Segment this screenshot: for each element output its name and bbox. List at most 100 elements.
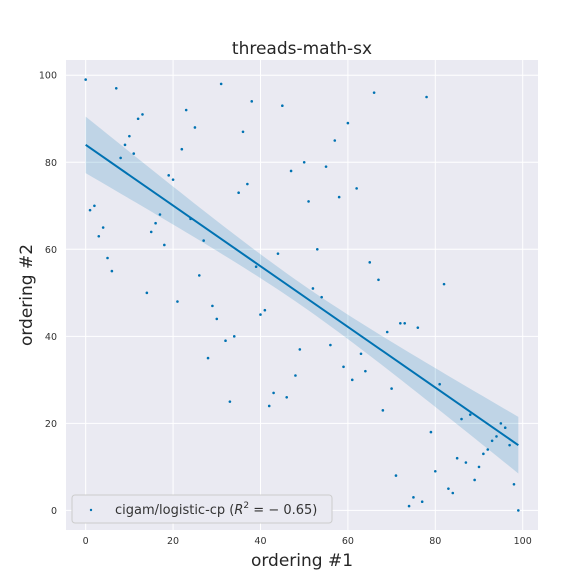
data-point — [447, 487, 450, 490]
x-axis-label: ordering #1 — [251, 551, 353, 571]
data-point — [499, 422, 503, 425]
data-point — [237, 191, 240, 195]
data-point — [128, 134, 131, 138]
data-point — [377, 278, 380, 282]
data-point — [154, 221, 157, 225]
data-point — [403, 321, 407, 325]
y-tick-label: 20 — [45, 419, 57, 430]
data-point — [119, 156, 122, 160]
data-point — [101, 226, 105, 229]
x-tick-labels: 0 20 40 60 80 100 — [83, 536, 532, 547]
data-point — [425, 95, 428, 99]
data-point — [429, 430, 433, 434]
data-point — [241, 130, 245, 134]
data-point — [232, 335, 236, 338]
y-tick-label: 60 — [45, 245, 57, 256]
x-tick-label: 60 — [342, 536, 354, 547]
data-point — [197, 274, 201, 277]
data-point — [276, 252, 280, 255]
data-point — [320, 295, 323, 299]
data-point — [346, 121, 350, 125]
data-point — [486, 448, 490, 451]
data-point — [136, 117, 140, 121]
data-point — [464, 461, 468, 464]
data-point — [355, 187, 358, 190]
data-point — [254, 265, 258, 269]
data-point — [473, 478, 476, 482]
data-point — [468, 413, 472, 416]
data-point — [495, 435, 498, 438]
y-tick-label: 40 — [45, 332, 57, 343]
data-point — [110, 269, 114, 273]
data-point — [211, 304, 214, 308]
x-tick-label: 40 — [254, 536, 266, 547]
data-point — [420, 500, 424, 504]
data-point — [342, 365, 345, 369]
data-point — [517, 509, 520, 512]
data-point — [455, 456, 459, 460]
data-point — [359, 352, 363, 356]
y-tick-label: 0 — [51, 506, 57, 517]
data-point — [149, 230, 153, 234]
data-point — [145, 291, 149, 295]
data-point — [503, 426, 507, 430]
data-point — [263, 308, 267, 312]
data-point — [272, 391, 275, 395]
data-point — [259, 313, 262, 316]
data-point — [158, 213, 162, 216]
data-point — [228, 400, 232, 403]
legend-box — [71, 494, 333, 524]
data-point — [364, 369, 367, 373]
data-point — [84, 78, 87, 81]
legend-label: cigam/logistic-cp (R2 = − 0.65) — [115, 501, 317, 518]
data-point — [311, 287, 315, 290]
data-point — [285, 395, 289, 399]
data-point — [250, 100, 254, 103]
chart-title: threads-math-sx — [232, 39, 372, 59]
data-point — [215, 317, 219, 321]
data-point — [394, 474, 398, 477]
data-point — [407, 504, 411, 508]
data-point — [106, 256, 109, 260]
data-point — [442, 282, 446, 286]
data-point — [224, 339, 227, 342]
data-point — [490, 439, 494, 443]
data-point — [267, 404, 271, 408]
data-point — [460, 417, 463, 421]
data-point — [97, 234, 101, 238]
data-point — [512, 483, 516, 486]
data-point — [477, 465, 481, 469]
data-point — [333, 139, 337, 142]
legend-r2-exponent: 2 — [243, 501, 249, 511]
data-point — [219, 82, 223, 86]
data-point — [141, 113, 144, 116]
data-point — [180, 147, 184, 151]
legend-r2-value: = − 0.65) — [249, 503, 317, 518]
grid — [66, 60, 538, 530]
legend-prefix: cigam/logistic-cp ( — [115, 503, 234, 518]
data-point — [350, 378, 354, 382]
x-tick-label: 0 — [83, 536, 89, 547]
data-point — [412, 496, 415, 499]
y-axis-label: ordering #2 — [17, 244, 37, 346]
y-tick-labels: 0 20 40 60 80 100 — [39, 71, 57, 517]
data-point — [482, 452, 485, 456]
data-point — [390, 387, 393, 390]
data-point — [324, 165, 328, 168]
data-point — [202, 239, 205, 242]
data-point — [508, 443, 511, 447]
x-tick-label: 20 — [167, 536, 179, 547]
data-point — [302, 160, 306, 164]
data-point — [132, 152, 136, 155]
data-point — [206, 356, 210, 360]
legend-marker — [89, 508, 93, 512]
data-point — [289, 169, 293, 173]
x-tick-label: 100 — [514, 536, 532, 547]
legend: cigam/logistic-cp (R2 = − 0.65) — [71, 494, 333, 524]
data-point — [372, 91, 376, 94]
scatter-points — [84, 78, 520, 512]
data-point — [438, 382, 441, 386]
data-point — [93, 204, 96, 208]
data-point — [381, 409, 385, 412]
